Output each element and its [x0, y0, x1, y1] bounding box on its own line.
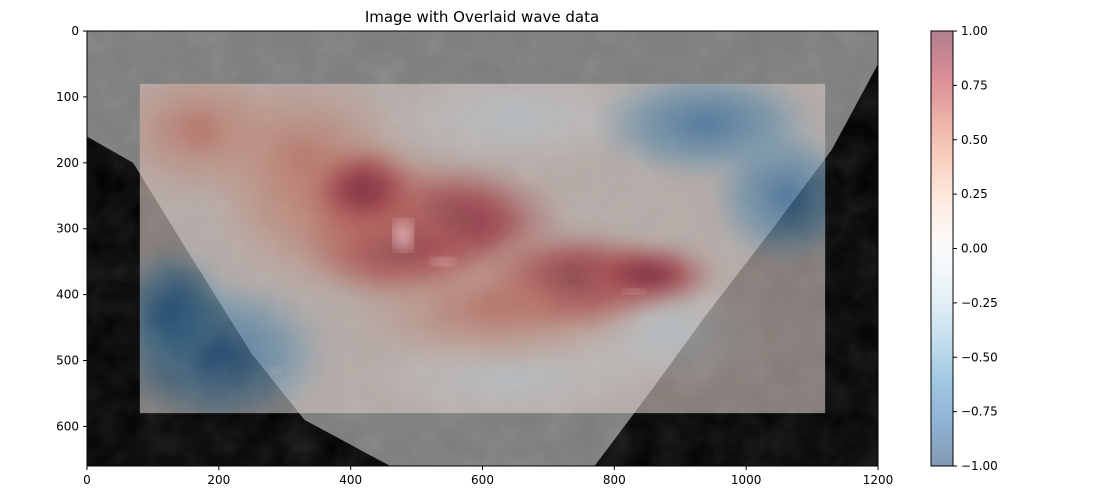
x-tick-label: 0	[83, 473, 91, 487]
image-glint	[431, 257, 455, 266]
x-tick-label: 800	[603, 473, 626, 487]
x-tick-label: 1000	[731, 473, 762, 487]
y-tick-label: 600	[56, 419, 79, 433]
x-axis: 0 200 400 600 800 1000 1200	[83, 466, 893, 487]
colorbar-tick-label: 0.50	[961, 133, 988, 147]
plot-area	[87, 31, 878, 466]
image-glint	[269, 367, 281, 374]
x-tick-label: 600	[471, 473, 494, 487]
overlay-field-blob	[304, 143, 424, 236]
y-tick-label: 100	[56, 90, 79, 104]
colorbar-tick-label: 0.25	[961, 187, 988, 201]
colorbar-tick-label: −0.75	[961, 405, 998, 419]
colorbar-tick-label: −0.50	[961, 350, 998, 364]
overlay-field-blob	[370, 83, 661, 170]
colorbar: 1.00 0.75 0.50 0.25 0.00 −0.25 −0.50 −0.75 −1.00	[930, 24, 998, 473]
image-glint	[394, 220, 413, 250]
y-tick-label: 200	[56, 156, 79, 170]
chart-title: Image with Overlaid wave data	[365, 8, 599, 26]
colorbar-tick-label: 1.00	[961, 24, 988, 38]
x-tick-label: 1200	[863, 473, 894, 487]
y-tick-label: 300	[56, 222, 79, 236]
colorbar-tick-label: −0.25	[961, 296, 998, 310]
colorbar-tick-label: 0.00	[961, 242, 988, 256]
overlay-field-blob	[139, 241, 232, 374]
colorbar-gradient	[931, 31, 953, 466]
x-tick-label: 200	[207, 473, 230, 487]
y-tick-label: 0	[71, 24, 79, 38]
colorbar-tick-label: 0.75	[961, 78, 988, 92]
y-axis: 0 100 200 300 400 500 600	[56, 24, 87, 433]
wave-data-overlay	[139, 83, 826, 414]
image-glint	[623, 288, 645, 294]
y-tick-label: 500	[56, 354, 79, 368]
overlay-field-blob	[706, 123, 826, 269]
x-tick-label: 400	[339, 473, 362, 487]
y-tick-label: 400	[56, 288, 79, 302]
colorbar-tick-label: −1.00	[961, 459, 998, 473]
